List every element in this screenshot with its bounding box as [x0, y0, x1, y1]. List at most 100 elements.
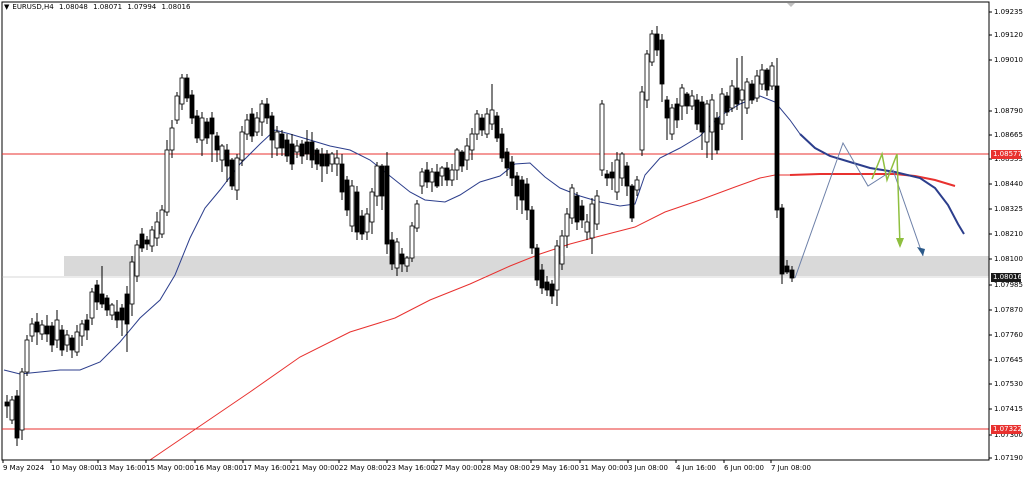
price-axis-label: 1.09120	[994, 31, 1023, 39]
bearish-candle	[399, 253, 405, 265]
upper-level-marker[interactable]: 1.08577	[991, 150, 1022, 159]
bullish-candle	[569, 187, 575, 219]
green-projection-arrowhead	[896, 238, 904, 248]
bearish-candle	[309, 141, 315, 161]
bearish-candle	[99, 293, 105, 305]
time-axis-label: 6 Jun 00:00	[724, 464, 765, 472]
price-axis-label: 1.07985	[994, 281, 1023, 289]
time-axis-label: 28 May 08:00	[482, 464, 531, 472]
fast-moving-average	[3, 95, 801, 375]
bullish-candle	[414, 203, 420, 229]
bearish-candle	[289, 143, 295, 165]
bullish-candle	[644, 53, 650, 101]
bullish-candle	[89, 291, 95, 319]
bullish-candle	[689, 95, 695, 107]
bearish-candle	[789, 269, 795, 279]
symbol-timeframe: EURUSD,H4	[12, 3, 54, 11]
bullish-candle	[199, 117, 205, 141]
bullish-candle	[594, 195, 600, 225]
bearish-candle	[279, 133, 285, 149]
time-axis-label: 16 May 08:00	[195, 464, 244, 472]
time-axis-label: 21 May 00:00	[291, 464, 340, 472]
bearish-candle	[629, 185, 635, 219]
bearish-candle	[284, 139, 290, 157]
time-axis-label: 9 May 2024	[3, 464, 45, 472]
chart-shift-triangle[interactable]	[787, 3, 795, 7]
bullish-candle	[29, 323, 35, 337]
time-axis-label: 27 May 00:00	[434, 464, 483, 472]
bullish-candle	[769, 65, 775, 87]
bearish-candle	[499, 133, 505, 159]
bullish-candle	[329, 153, 335, 165]
bearish-candle	[379, 165, 385, 197]
time-axis-label: 15 May 00:00	[146, 464, 195, 472]
bearish-candle	[249, 113, 255, 137]
bullish-candle	[169, 127, 175, 151]
time-axis-label: 22 May 08:00	[339, 464, 388, 472]
bullish-candle	[669, 107, 675, 135]
time-axis-label: 7 Jun 08:00	[771, 464, 812, 472]
bullish-candle	[404, 257, 410, 267]
bearish-candle	[494, 115, 500, 139]
bearish-candle	[389, 239, 395, 265]
price-axis-label: 1.07415	[994, 405, 1023, 413]
bullish-candle	[39, 324, 45, 335]
lower-level-marker[interactable]: 1.07322	[991, 425, 1022, 434]
price-axis-label: 1.09235	[994, 8, 1023, 16]
time-axis-label: 3 Jun 08:00	[628, 464, 669, 472]
close-price: 1.08016	[161, 3, 191, 11]
bullish-candle	[649, 33, 655, 63]
bearish-candle	[44, 325, 50, 335]
bullish-candle	[679, 87, 685, 107]
bullish-candle	[179, 77, 185, 105]
bullish-candle	[79, 323, 85, 337]
bullish-candle	[419, 171, 425, 187]
bearish-candle	[779, 207, 785, 275]
time-axis-label: 10 May 08:00	[51, 464, 100, 472]
chart-area[interactable]	[1, 1, 990, 461]
bullish-candle	[484, 113, 490, 135]
bearish-candle	[434, 171, 440, 187]
bullish-candle	[439, 167, 445, 177]
bearish-candle	[124, 293, 130, 325]
bearish-candle	[459, 151, 465, 167]
bearish-candle	[529, 209, 535, 249]
bullish-candle	[474, 113, 480, 135]
bullish-candle	[219, 145, 225, 161]
bearish-candle	[609, 171, 615, 179]
bearish-candle	[479, 117, 485, 131]
price-axis-label: 1.07190	[994, 454, 1023, 462]
blue-projection-path	[794, 141, 924, 279]
bullish-candle	[454, 149, 460, 171]
bearish-candle	[114, 311, 120, 321]
price-axis-label: 1.07530	[994, 380, 1023, 388]
bullish-candle	[159, 209, 165, 235]
price-axis-label: 1.08665	[994, 131, 1023, 139]
bearish-candle	[524, 183, 530, 211]
price-axis-label: 1.07870	[994, 306, 1023, 314]
bullish-candle	[334, 157, 340, 165]
bearish-candle	[189, 94, 195, 119]
bearish-candle	[579, 205, 585, 221]
bearish-candle	[209, 117, 215, 135]
bullish-candle	[149, 229, 155, 247]
bullish-candle	[759, 69, 765, 85]
bearish-candle	[34, 321, 40, 333]
bullish-candle	[559, 235, 565, 265]
price-axis-label: 1.08325	[994, 205, 1023, 213]
bearish-candle	[204, 121, 210, 139]
bearish-candle	[384, 165, 390, 245]
bullish-candle	[744, 81, 750, 109]
bullish-candle	[489, 109, 495, 125]
bearish-candle	[269, 115, 275, 141]
bearish-candle	[59, 329, 65, 351]
bearish-candle	[4, 401, 10, 407]
bearish-candle	[509, 161, 515, 179]
bearish-candle	[664, 99, 670, 119]
dropdown-arrow-icon[interactable]: ▼	[4, 3, 10, 11]
bearish-candle	[764, 69, 770, 91]
bullish-candle	[729, 85, 735, 109]
bullish-candle	[639, 91, 645, 151]
bullish-candle	[704, 103, 710, 143]
